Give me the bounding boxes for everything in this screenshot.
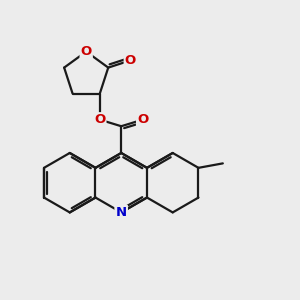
Text: O: O: [125, 54, 136, 67]
Text: N: N: [116, 206, 127, 219]
Text: N: N: [116, 206, 127, 219]
Text: O: O: [94, 113, 106, 126]
Text: O: O: [81, 45, 92, 58]
Text: O: O: [137, 113, 148, 126]
